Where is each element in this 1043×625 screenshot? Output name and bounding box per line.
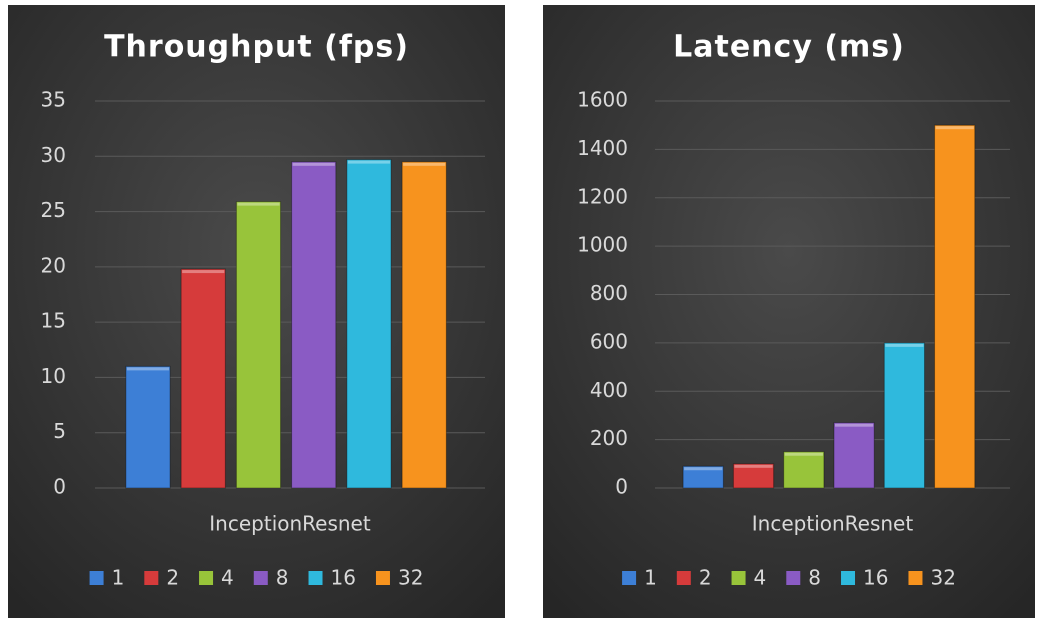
- legend-label: 2: [699, 566, 712, 590]
- bar-highlight: [684, 467, 723, 471]
- bar-highlight: [734, 464, 773, 468]
- bar: [346, 159, 392, 489]
- y-tick-label: 35: [41, 88, 66, 112]
- legend-swatch: [89, 571, 104, 585]
- legend-label: 4: [221, 566, 234, 590]
- x-tick-label: InceptionResnet: [209, 512, 371, 536]
- bar: [235, 201, 282, 489]
- y-tick-label: 1000: [577, 233, 628, 257]
- legend-swatch: [841, 571, 856, 585]
- legend-swatch: [375, 571, 390, 585]
- legend-label: 16: [331, 566, 356, 590]
- y-tick-label: 10: [41, 364, 66, 388]
- bar: [934, 124, 976, 489]
- x-tick-label: InceptionResnet: [752, 512, 914, 536]
- y-tick-label: 1600: [577, 88, 628, 112]
- bar-highlight: [126, 367, 170, 371]
- bar-highlight: [834, 423, 874, 427]
- legend-label: 8: [276, 566, 289, 590]
- legend-swatch: [676, 571, 691, 585]
- bar-highlight: [403, 162, 446, 166]
- bar: [401, 161, 447, 489]
- bar-highlight: [885, 343, 924, 347]
- legend-label: 8: [808, 566, 821, 590]
- legend-swatch: [622, 571, 637, 585]
- y-tick-label: 200: [590, 426, 628, 450]
- bar-highlight: [935, 126, 974, 130]
- y-tick-label: 0: [53, 475, 66, 499]
- legend-swatch: [199, 571, 214, 585]
- bar-highlight: [237, 202, 280, 206]
- bar: [291, 161, 337, 489]
- legend-swatch: [786, 571, 801, 585]
- bar-highlight: [182, 270, 225, 274]
- bar: [682, 465, 724, 489]
- legend-label: 32: [930, 566, 955, 590]
- bar: [180, 268, 226, 489]
- chart-title: Throughput (fps): [104, 30, 409, 65]
- legend-label: 1: [644, 566, 657, 590]
- y-tick-label: 1400: [577, 136, 628, 160]
- y-tick-label: 5: [53, 419, 66, 443]
- legend-swatch: [308, 571, 323, 585]
- y-tick-label: 600: [590, 329, 628, 353]
- legend-swatch: [253, 571, 268, 585]
- y-tick-label: 400: [590, 378, 628, 402]
- y-tick-label: 20: [41, 253, 66, 277]
- y-tick-label: 25: [41, 198, 66, 222]
- legend-swatch: [908, 571, 923, 585]
- legend-label: 16: [863, 566, 888, 590]
- legend-label: 4: [754, 566, 767, 590]
- bar-highlight: [347, 160, 391, 164]
- bar: [833, 422, 875, 489]
- bar: [732, 463, 775, 489]
- bar-highlight: [784, 452, 823, 456]
- y-tick-label: 0: [615, 475, 628, 499]
- legend-swatch: [144, 571, 159, 585]
- legend-swatch: [731, 571, 746, 585]
- y-tick-label: 15: [41, 309, 66, 333]
- bar: [783, 451, 825, 489]
- bar-highlight: [292, 162, 335, 166]
- bar: [125, 365, 171, 489]
- legend-label: 32: [398, 566, 423, 590]
- y-tick-label: 30: [41, 143, 66, 167]
- legend-label: 1: [112, 566, 125, 590]
- y-tick-label: 800: [590, 281, 628, 305]
- y-tick-label: 1200: [577, 184, 628, 208]
- bar: [883, 342, 926, 489]
- legend-label: 2: [166, 566, 179, 590]
- chart-title: Latency (ms): [673, 30, 905, 65]
